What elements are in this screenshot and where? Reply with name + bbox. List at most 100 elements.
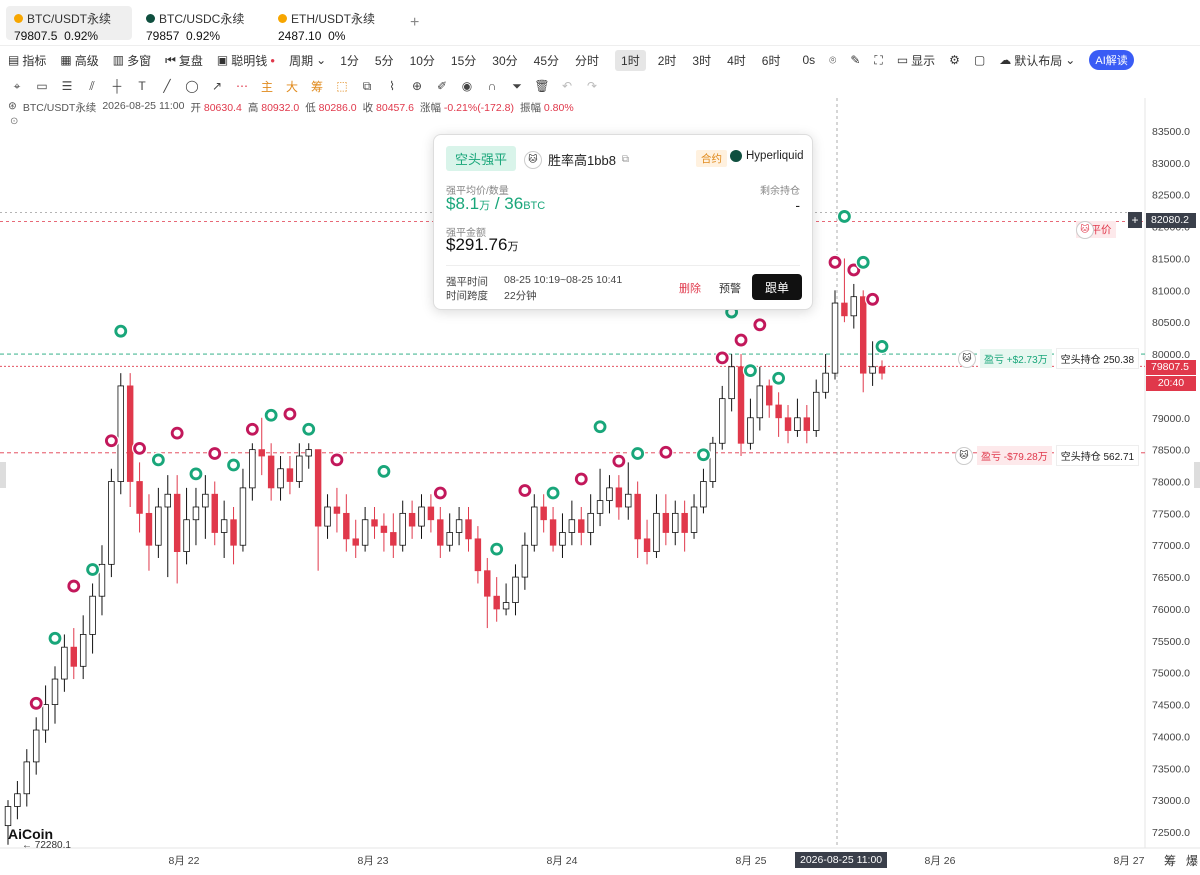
ticker-name: ETH/USDT永续: [291, 11, 376, 26]
follow-button[interactable]: 跟单: [752, 274, 802, 300]
y-tick-label: 75000.0: [1152, 668, 1190, 680]
candle-body: [239, 487, 247, 546]
settings-gear-icon[interactable]: ⊛: [8, 100, 17, 112]
trash-icon[interactable]: 🗑: [534, 79, 550, 93]
chips-icon[interactable]: 筹: [310, 79, 323, 94]
position-label-profit[interactable]: 🐱 盈亏 +$2.73万 空头持仓 250.38: [958, 348, 1140, 369]
zoom-icon[interactable]: ⊕: [411, 79, 423, 93]
countdown-label: 0s: [802, 53, 816, 67]
ray-icon[interactable]: ⋯: [236, 79, 248, 93]
pencil-icon[interactable]: ✎: [850, 53, 861, 67]
undo-icon[interactable]: ↶: [561, 79, 573, 93]
eth-coin-icon: [278, 13, 287, 23]
candle-body: [136, 481, 143, 514]
remaining-value: -: [795, 197, 800, 213]
timeframe-45m[interactable]: 45分: [533, 53, 559, 68]
trader-marker-face: [775, 374, 783, 382]
text-icon[interactable]: T: [138, 79, 146, 93]
layout-dropdown[interactable]: ☁ 默认布局 ⌄: [999, 53, 1076, 68]
ticker-tab-btc-usdt[interactable]: BTC/USDT永续 79807.5 0.92%: [6, 5, 132, 43]
copy-icon[interactable]: ⧉: [362, 78, 372, 93]
timeframe-1h[interactable]: 1时: [615, 49, 646, 71]
position-size: 空头持仓 562.71: [1055, 445, 1140, 466]
more-icon[interactable]: ▢: [973, 53, 986, 67]
ellipse-icon[interactable]: ◯: [185, 79, 199, 93]
candle-body: [173, 493, 181, 552]
ticker-tab-eth-usdt[interactable]: ETH/USDT永续 2487.10 0%: [270, 6, 396, 43]
timeframe-5m[interactable]: 5分: [374, 53, 394, 68]
alert-button[interactable]: 预警: [719, 283, 741, 295]
timeframe-30m[interactable]: 30分: [492, 53, 518, 68]
arrow-icon[interactable]: ↗: [211, 79, 223, 93]
y-tick-label: 81500.0: [1152, 253, 1190, 265]
timeframe-15m[interactable]: 15分: [450, 53, 477, 68]
candle-body: [812, 391, 820, 431]
settings-gear-icon[interactable]: ⚙: [949, 53, 960, 67]
candle-body: [587, 512, 594, 533]
fullscreen-icon[interactable]: ⛶: [874, 52, 883, 67]
candle-body: [352, 538, 359, 546]
timeframe-3h[interactable]: 3时: [692, 53, 712, 68]
delete-button[interactable]: 删除: [679, 283, 701, 295]
liquidation-price-tag[interactable]: 🐱 强平价: [1076, 220, 1116, 239]
marker-pen-icon[interactable]: ✐: [436, 79, 448, 93]
redo-icon[interactable]: ↷: [586, 79, 598, 93]
trader-marker-face: [878, 342, 886, 350]
candle-body: [98, 563, 106, 597]
liquidation-button[interactable]: 爆: [1186, 854, 1199, 868]
right-collapse-handle[interactable]: [1194, 462, 1200, 488]
magnet-icon[interactable]: ∩: [487, 79, 497, 93]
display-button[interactable]: ▭ 显示: [896, 53, 936, 68]
candle-body: [258, 449, 265, 457]
main-force-icon[interactable]: 主: [260, 79, 273, 94]
timeframe-2h[interactable]: 2时: [657, 53, 677, 68]
candle-body: [643, 538, 651, 553]
ruler-icon[interactable]: ⌇: [389, 79, 395, 93]
position-label-loss[interactable]: 🐱 盈亏 -$79.28万 空头持仓 562.71: [955, 445, 1140, 466]
camera-icon[interactable]: ⌾: [829, 52, 837, 67]
cursor-icon[interactable]: ⌖: [13, 78, 21, 93]
exchange-info: Hyperliquid: [730, 150, 804, 162]
contract-badge: 合约: [696, 150, 727, 167]
left-collapse-handle[interactable]: [0, 462, 6, 488]
replay-button[interactable]: ⏮ 复盘: [165, 52, 203, 68]
x-tick-label: 8月 24: [547, 855, 578, 867]
smart-money-button[interactable]: ▣ 聪明钱 ●: [216, 53, 276, 68]
add-tab-button[interactable]: +: [410, 13, 420, 31]
copy-icon[interactable]: ⧉: [621, 154, 630, 165]
multi-window-button[interactable]: ▥ 多窗: [112, 53, 152, 68]
eye-icon[interactable]: ◉: [461, 79, 473, 93]
position-size: 空头持仓 250.38: [1055, 348, 1140, 369]
parallel-channel-icon[interactable]: ⫽: [89, 78, 95, 93]
chips-button[interactable]: 筹: [1164, 854, 1177, 868]
candle-body: [51, 678, 59, 705]
period-dropdown[interactable]: 周期 ⌄: [289, 53, 327, 68]
add-alert-icon[interactable]: +: [1128, 212, 1142, 228]
horizontal-lines-icon[interactable]: ☰: [61, 79, 73, 93]
timeframe-4h[interactable]: 4时: [727, 53, 746, 68]
advanced-button[interactable]: ▦ 高级: [60, 53, 99, 68]
liquidation-popup: 空头强平 🐱 胜率高1bb8 ⧉ 合约 Hyperliquid 强平均价/数量 剩余…: [433, 134, 813, 310]
ticker-tab-btc-usdc[interactable]: BTC/USDC永续 79857 0.92%: [138, 6, 264, 43]
large-order-icon[interactable]: 大: [285, 79, 298, 94]
legend-close: 80457.6: [376, 102, 414, 114]
collapse-chevron-icon[interactable]: ⊙: [10, 116, 19, 127]
trend-line-icon[interactable]: ╱: [163, 79, 171, 93]
indicators-button[interactable]: ▤ 指标: [8, 53, 47, 68]
trader-marker-face: [154, 456, 162, 464]
candle-body: [32, 729, 40, 763]
cross-line-icon[interactable]: ┼: [112, 79, 122, 93]
timeframe-timeshare[interactable]: 分时: [575, 53, 600, 68]
chart-tools-icon[interactable]: ⬚: [336, 79, 348, 93]
timeframe-10m[interactable]: 10分: [409, 53, 435, 68]
rectangle-icon[interactable]: ▭: [36, 79, 48, 93]
filter-icon[interactable]: ⏷: [512, 78, 522, 93]
candle-body: [681, 512, 688, 533]
user-info[interactable]: 🐱 胜率高1bb8 ⧉: [524, 150, 629, 169]
trader-marker-face: [728, 308, 736, 316]
timeframe-1m[interactable]: 1分: [340, 53, 359, 68]
trader-marker-face: [831, 258, 839, 266]
timeframe-6h[interactable]: 6时: [761, 53, 781, 68]
ai-interpret-button[interactable]: AI解读: [1089, 50, 1134, 70]
